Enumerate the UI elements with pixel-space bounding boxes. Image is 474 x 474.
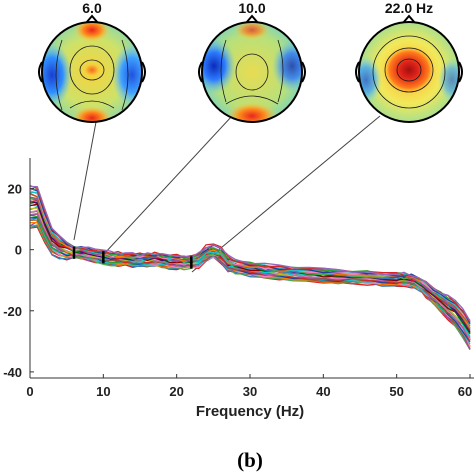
connector-line-22hz [191,115,381,273]
connector-lines [73,115,381,273]
nose-icon [245,14,259,24]
topomap-10hz: 10.0 [198,0,306,123]
connector-line-6hz [73,121,97,241]
y-tick-label: -20 [3,304,22,319]
ear-right-icon [141,61,146,83]
connector-line-10hz [103,115,233,255]
topomap-10hz-label: 10.0 [238,0,265,16]
y-tick-labels: 20 0 -20 -40 [3,182,34,380]
channel-trace [29,224,471,351]
ear-right-icon [458,61,463,83]
topomap-22hz: 22.0 Hz [355,0,463,123]
x-tick-label: 20 [169,384,183,399]
y-tick-label: 20 [8,182,22,197]
x-tick-labels: 0 10 20 30 40 50 60 [26,374,472,399]
ear-left-icon [38,61,43,83]
nose-icon [85,14,99,24]
spectrum-plot: 20 0 -20 -40 0 10 20 30 40 50 60 [3,158,474,399]
x-tick-label: 30 [243,384,257,399]
topomap-22hz-label: 22.0 Hz [385,0,433,16]
ear-right-icon [301,61,306,83]
ear-left-icon [355,61,360,83]
x-tick-label: 0 [26,384,33,399]
x-tick-label: 50 [389,384,403,399]
channel-trace [29,185,471,322]
x-tick-label: 10 [96,384,110,399]
channel-trace [29,185,471,323]
y-tick-label: -40 [3,365,22,380]
nose-icon [402,14,416,24]
topomap-6hz-label: 6.0 [82,0,102,16]
y-tick-label: 0 [15,243,22,258]
axes [29,158,474,379]
channel-traces [29,185,471,351]
ear-left-icon [198,61,203,83]
topomap-6hz: 6.0 [38,0,146,123]
channel-trace [29,226,471,350]
x-tick-label: 40 [316,384,330,399]
x-axis-label: Frequency (Hz) [196,403,304,420]
x-tick-label: 60 [458,384,472,399]
panel-label: (b) [237,448,263,472]
frequency-markers [72,246,193,269]
